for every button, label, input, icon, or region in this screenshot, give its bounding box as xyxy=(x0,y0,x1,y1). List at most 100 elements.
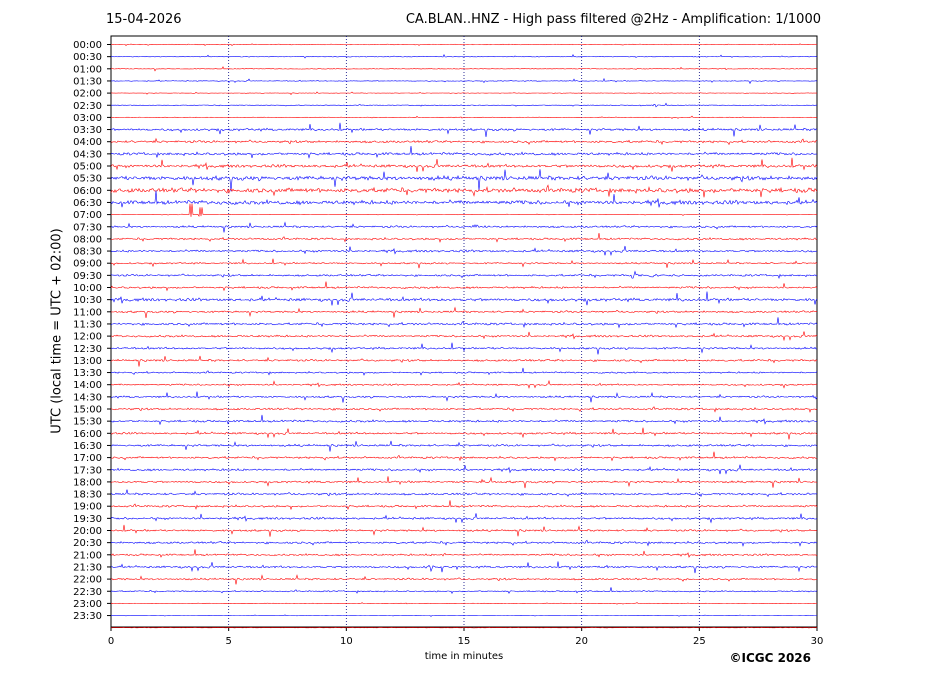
seismic-trace xyxy=(110,102,818,108)
y-tick-label: 20:30 xyxy=(73,538,102,549)
y-tick-label: 10:30 xyxy=(73,295,102,306)
y-tick-label: 22:00 xyxy=(73,575,102,586)
seismic-trace xyxy=(110,317,818,329)
seismic-trace xyxy=(110,476,818,489)
y-tick-label: 11:00 xyxy=(73,307,102,318)
seismic-trace xyxy=(110,451,818,462)
y-tick-label: 06:00 xyxy=(73,186,102,197)
seismic-trace xyxy=(110,270,818,280)
y-tick-label: 01:00 xyxy=(73,64,102,75)
seismic-trace xyxy=(110,614,817,617)
seismic-trace xyxy=(111,203,818,217)
seismic-trace xyxy=(110,169,818,192)
y-tick-label: 03:30 xyxy=(73,125,102,136)
y-tick-label: 21:00 xyxy=(73,550,102,561)
seismic-trace xyxy=(110,53,818,59)
y-tick-label: 11:30 xyxy=(73,319,102,330)
seismic-trace xyxy=(110,489,818,498)
x-tick-label: 15 xyxy=(458,636,471,647)
seismic-trace xyxy=(110,587,818,594)
seismic-trace xyxy=(110,122,818,138)
seismic-trace xyxy=(111,43,818,47)
seismic-trace xyxy=(110,221,818,233)
seismic-trace xyxy=(110,427,818,440)
seismic-trace xyxy=(110,391,818,403)
y-tick-label: 23:30 xyxy=(73,611,102,622)
x-tick-label: 5 xyxy=(225,636,231,647)
chart-title: CA.BLAN..HNZ - High pass filtered @2Hz -… xyxy=(405,12,821,27)
y-tick-label: 01:30 xyxy=(73,76,102,87)
seismic-trace xyxy=(110,464,817,475)
seismic-trace xyxy=(110,232,818,243)
y-tick-label: 04:30 xyxy=(73,149,102,160)
y-tick-label: 08:30 xyxy=(73,247,102,258)
y-tick-label: 07:30 xyxy=(73,222,102,233)
seismic-trace xyxy=(110,137,818,146)
y-tick-label: 02:30 xyxy=(73,101,102,112)
y-tick-label: 16:30 xyxy=(73,441,102,452)
y-tick-label: 13:30 xyxy=(73,368,102,379)
y-tick-label: 21:30 xyxy=(73,562,102,573)
y-tick-label: 07:00 xyxy=(73,210,102,221)
y-tick-label: 19:00 xyxy=(73,502,102,513)
seismic-trace xyxy=(110,627,817,629)
seismic-trace xyxy=(110,145,818,159)
seismic-trace xyxy=(110,406,818,413)
seismic-trace xyxy=(110,258,818,269)
y-tick-label: 03:00 xyxy=(73,113,102,124)
y-tick-label: 18:00 xyxy=(73,477,102,488)
seismic-trace xyxy=(110,524,818,537)
date-label: 15-04-2026 xyxy=(106,12,182,27)
y-tick-label: 17:30 xyxy=(73,465,102,476)
plot-frame xyxy=(110,35,818,628)
y-tick-label: 08:00 xyxy=(73,234,102,245)
y-tick-label: 14:00 xyxy=(73,380,102,391)
seismic-trace xyxy=(110,184,818,198)
y-tick-label: 23:00 xyxy=(73,599,102,610)
x-tick-label: 30 xyxy=(811,636,824,647)
seismic-trace xyxy=(110,367,818,376)
copyright-label: ©ICGC 2026 xyxy=(729,651,811,665)
seismic-trace xyxy=(110,539,818,547)
y-tick-label: 15:30 xyxy=(73,417,102,428)
seismic-trace xyxy=(110,379,818,389)
x-axis-label: time in minutes xyxy=(424,651,504,662)
y-tick-label: 22:30 xyxy=(73,587,102,598)
seismic-trace xyxy=(110,115,818,119)
seismic-trace xyxy=(110,91,818,96)
seismic-trace xyxy=(110,513,818,524)
y-tick-label: 00:00 xyxy=(73,40,102,51)
y-tick-label: 20:00 xyxy=(73,526,102,537)
y-axis-label: UTC (local time = UTC + 02:00) xyxy=(49,228,65,434)
seismic-trace xyxy=(111,331,818,342)
y-tick-label: 17:00 xyxy=(73,453,102,464)
seismic-trace xyxy=(110,66,817,72)
seismic-trace xyxy=(110,561,818,574)
y-tick-label: 18:30 xyxy=(73,490,102,501)
y-tick-label: 00:30 xyxy=(73,52,102,63)
x-tick-label: 0 xyxy=(108,636,114,647)
seismic-trace xyxy=(110,574,818,585)
seismic-trace xyxy=(110,291,818,306)
y-tick-label: 09:00 xyxy=(73,259,102,270)
x-tick-label: 10 xyxy=(340,636,353,647)
seismic-trace xyxy=(110,440,818,452)
seismic-trace xyxy=(110,245,817,256)
seismic-trace xyxy=(110,77,818,85)
y-tick-label: 02:00 xyxy=(73,89,102,100)
seismic-trace xyxy=(110,355,818,367)
x-tick-label: 25 xyxy=(693,636,706,647)
seismic-trace xyxy=(110,500,818,511)
y-tick-label: 05:00 xyxy=(73,162,102,173)
seismic-trace xyxy=(110,281,818,292)
y-tick-label: 04:00 xyxy=(73,137,102,148)
seismic-trace xyxy=(110,602,818,605)
y-tick-label: 16:00 xyxy=(73,429,102,440)
seismic-trace xyxy=(110,306,818,319)
y-tick-label: 10:00 xyxy=(73,283,102,294)
x-tick-label: 20 xyxy=(575,636,588,647)
seismic-trace xyxy=(110,190,818,208)
y-tick-label: 14:30 xyxy=(73,392,102,403)
y-tick-label: 13:00 xyxy=(73,356,102,367)
